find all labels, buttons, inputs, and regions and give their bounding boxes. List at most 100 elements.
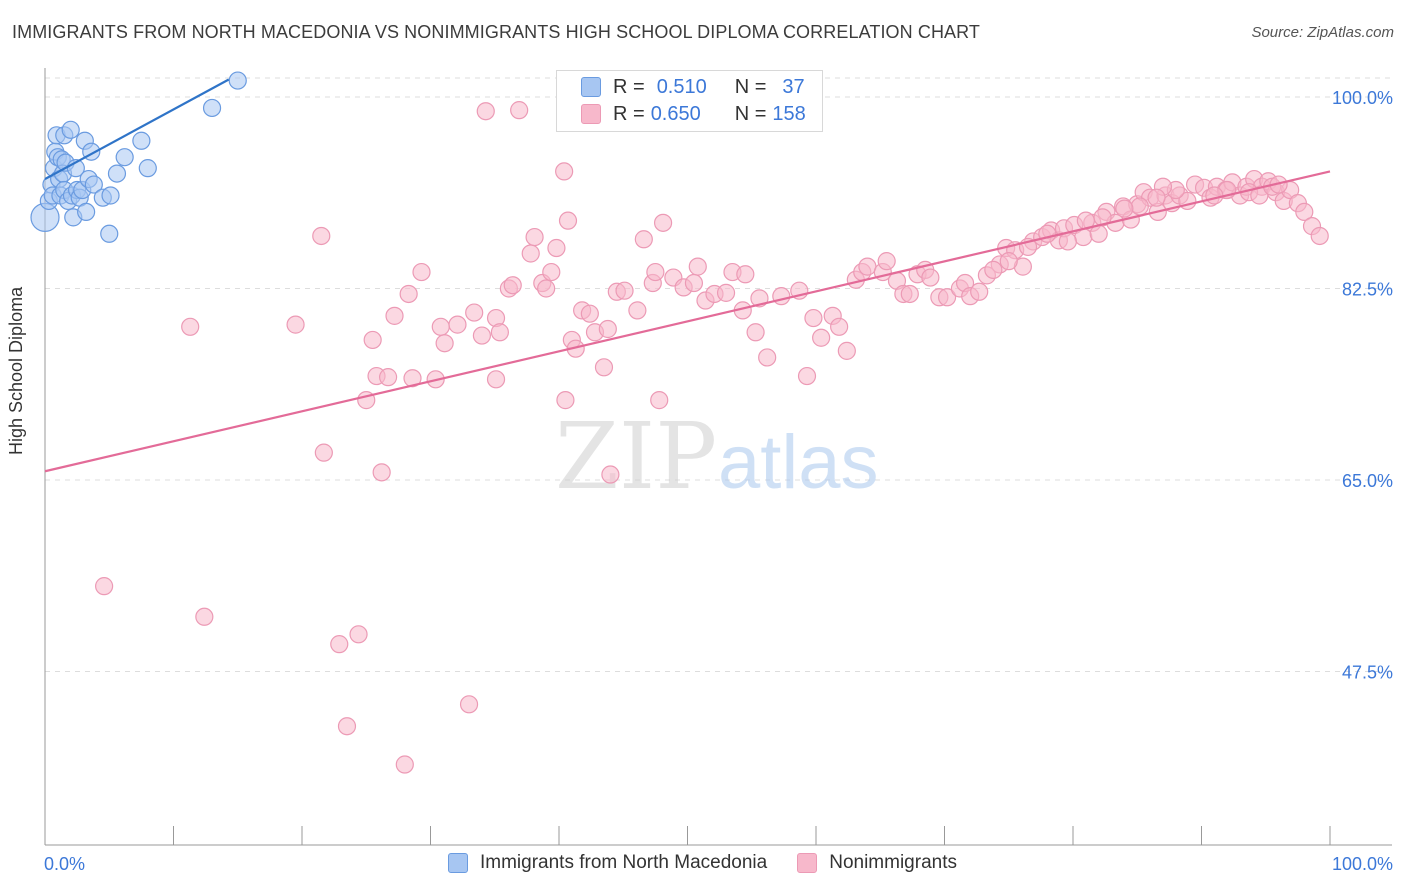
data-point-nonimmigrant xyxy=(503,276,522,295)
data-point-nonimmigrant xyxy=(615,281,634,300)
series-swatch-pink xyxy=(797,853,818,873)
legend-swatch-blue xyxy=(581,77,601,97)
data-point-nonimmigrant xyxy=(547,238,566,258)
data-point-nonimmigrant xyxy=(797,366,817,386)
data-point-nonimmigrant xyxy=(459,695,479,714)
data-point-nonimmigrant xyxy=(601,465,620,484)
data-point-north-macedonia xyxy=(107,164,127,183)
data-point-nonimmigrant xyxy=(628,301,647,320)
data-point-nonimmigrant xyxy=(772,287,791,306)
data-point-nonimmigrant xyxy=(746,323,765,342)
data-point-nonimmigrant xyxy=(465,303,484,322)
data-point-nonimmigrant xyxy=(650,391,669,410)
data-point-nonimmigrant xyxy=(472,326,491,345)
y-tick-label: 47.5% xyxy=(1342,663,1393,683)
data-point-nonimmigrant xyxy=(363,330,382,350)
stats-legend: R = 0.510 N = 37 R = 0.650 N = 158 xyxy=(556,70,823,132)
data-point-nonimmigrant xyxy=(594,358,614,377)
data-point-nonimmigrant xyxy=(525,227,544,247)
data-point-nonimmigrant xyxy=(555,162,574,181)
data-point-nonimmigrant xyxy=(537,279,556,298)
data-point-nonimmigrant xyxy=(312,226,331,246)
data-point-nonimmigrant xyxy=(448,315,467,334)
series-legend-item-north-macedonia: Immigrants from North Macedonia xyxy=(448,852,767,874)
data-point-nonimmigrant xyxy=(970,282,989,301)
data-point-nonimmigrant xyxy=(349,625,368,644)
data-point-nonimmigrant xyxy=(598,319,617,339)
x-tick-label-max: 100.0% xyxy=(1332,854,1393,874)
data-point-nonimmigrant xyxy=(490,323,509,342)
data-point-nonimmigrant xyxy=(1310,226,1329,246)
watermark: ZIP atlas xyxy=(555,403,879,510)
data-point-nonimmigrant xyxy=(646,262,665,282)
data-point-nonimmigrant xyxy=(921,268,940,287)
legend-r-value-2: 0.650 xyxy=(650,102,701,125)
data-point-nonimmigrant xyxy=(653,213,673,232)
nonimmigrants-points xyxy=(95,101,1329,774)
y-axis-label: High School Diploma xyxy=(6,286,26,455)
legend-n-value-1: 37 xyxy=(782,75,805,98)
data-point-nonimmigrant xyxy=(195,607,214,626)
data-point-nonimmigrant xyxy=(337,717,357,736)
data-point-nonimmigrant xyxy=(999,252,1018,271)
data-point-nonimmigrant xyxy=(399,284,418,304)
tick-labels: 100.0% 82.5% 65.0% 47.5% 0.0% 100.0% xyxy=(44,88,1393,874)
data-point-nonimmigrant xyxy=(837,341,856,360)
series-swatch-blue xyxy=(448,853,468,873)
data-point-nonimmigrant xyxy=(758,348,777,367)
data-point-nonimmigrant xyxy=(1205,186,1224,205)
data-point-nonimmigrant xyxy=(372,463,391,482)
legend-row-nonimmigrants: R = 0.650 N = 158 xyxy=(581,102,806,126)
data-point-nonimmigrant xyxy=(181,317,200,336)
data-point-nonimmigrant xyxy=(521,244,540,263)
data-point-nonimmigrant xyxy=(634,230,653,249)
data-point-nonimmigrant xyxy=(1147,188,1166,207)
data-point-nonimmigrant xyxy=(330,635,349,654)
data-point-nonimmigrant xyxy=(403,369,422,388)
series-legend: Immigrants from North Macedonia Nonimmig… xyxy=(448,852,987,874)
data-point-nonimmigrant xyxy=(877,252,896,271)
data-point-nonimmigrant xyxy=(486,370,506,389)
trendline-nonimmigrants xyxy=(44,170,1331,473)
data-point-nonimmigrant xyxy=(1058,232,1077,251)
series-legend-label-2: Nonimmigrants xyxy=(829,852,957,873)
data-point-nonimmigrant xyxy=(736,265,755,284)
data-point-nonimmigrant xyxy=(684,273,704,293)
data-point-north-macedonia xyxy=(138,159,157,178)
data-point-nonimmigrant xyxy=(716,283,736,302)
data-point-nonimmigrant xyxy=(378,368,398,387)
data-point-nonimmigrant xyxy=(556,391,575,410)
legend-swatch-pink xyxy=(581,104,601,124)
data-point-nonimmigrant xyxy=(395,755,414,774)
data-point-nonimmigrant xyxy=(688,257,707,276)
data-point-nonimmigrant xyxy=(900,284,919,304)
legend-n-value-2: 158 xyxy=(772,102,806,125)
source-label: Source: ZipAtlas.com xyxy=(1251,24,1394,41)
data-point-nonimmigrant xyxy=(286,315,305,334)
data-point-nonimmigrant xyxy=(858,257,877,276)
data-point-nonimmigrant xyxy=(314,443,333,462)
legend-r-label-1: R = xyxy=(613,75,645,98)
data-point-nonimmigrant xyxy=(558,211,578,230)
data-point-nonimmigrant xyxy=(1130,197,1149,216)
data-point-nonimmigrant xyxy=(431,317,450,336)
x-tick-label-min: 0.0% xyxy=(44,854,85,874)
data-point-nonimmigrant xyxy=(1115,199,1134,218)
watermark-zip: ZIP xyxy=(555,403,717,510)
data-point-nonimmigrant xyxy=(804,308,823,328)
data-point-nonimmigrant xyxy=(385,306,404,325)
legend-row-north-macedonia: R = 0.510 N = 37 xyxy=(581,75,805,99)
legend-r-label-2: R = xyxy=(613,102,645,125)
series-legend-label-1: Immigrants from North Macedonia xyxy=(480,852,768,873)
data-point-nonimmigrant xyxy=(510,101,529,120)
trendlines xyxy=(44,78,1331,473)
data-point-north-macedonia xyxy=(101,186,120,205)
gridlines xyxy=(45,77,1392,672)
y-tick-label: 100.0% xyxy=(1332,88,1393,108)
data-point-north-macedonia xyxy=(115,148,134,167)
trendline-north-macedonia xyxy=(44,78,230,181)
chart-title: IMMIGRANTS FROM NORTH MACEDONIA VS NONIM… xyxy=(12,22,981,42)
data-point-nonimmigrant xyxy=(937,288,957,307)
data-point-nonimmigrant xyxy=(812,328,831,347)
